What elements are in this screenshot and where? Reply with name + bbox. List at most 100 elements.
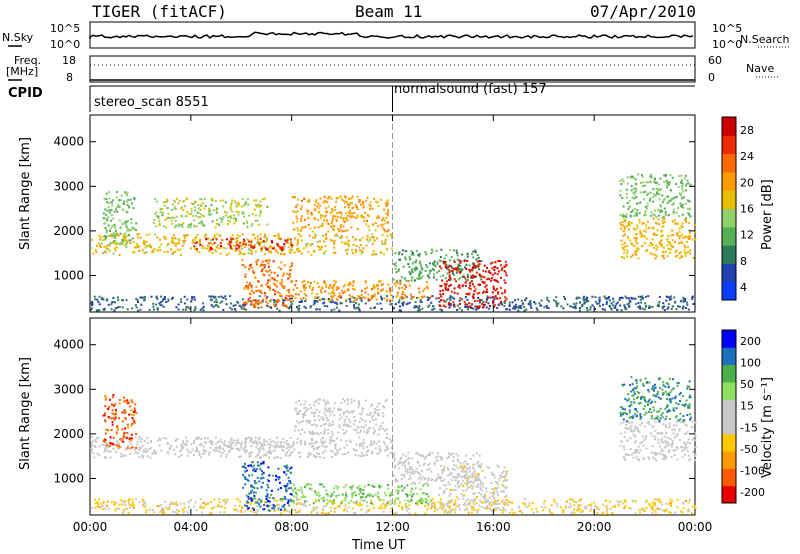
scatter-cell [331, 501, 334, 504]
scatter-cell [269, 300, 272, 303]
scatter-cell [322, 505, 325, 508]
scatter-cell [312, 230, 315, 233]
scatter-cell [139, 308, 142, 311]
scatter-cell [259, 456, 262, 459]
scatter-cell [586, 307, 588, 309]
scatter-cell [268, 284, 271, 287]
scatter-cell [401, 249, 404, 252]
scatter-cell [163, 236, 166, 238]
scatter-cell [506, 504, 509, 507]
scatter-cell [584, 507, 587, 509]
scatter-cell [402, 304, 404, 307]
scatter-cell [252, 486, 255, 489]
scatter-cell [186, 454, 189, 457]
scatter-cell [345, 217, 348, 220]
scatter-cell [126, 227, 129, 230]
scatter-cell [360, 203, 362, 206]
scatter-cell [427, 495, 430, 498]
scatter-cell [90, 302, 93, 305]
scatter-cell [289, 266, 292, 268]
scatter-cell [456, 258, 459, 261]
scatter-cell [366, 235, 369, 238]
scatter-cell [682, 207, 685, 209]
scatter-cell [213, 242, 216, 245]
scatter-cell [619, 500, 622, 503]
scatter-cell [134, 403, 137, 406]
scatter-cell [293, 228, 296, 231]
scatter-cell [426, 454, 429, 456]
scatter-cell [662, 215, 665, 218]
scatter-cell [279, 442, 282, 445]
scatter-cell [279, 246, 282, 249]
scatter-cell [341, 198, 343, 201]
scatter-cell [208, 249, 211, 252]
scatter-cell [289, 482, 292, 485]
scatter-cell [670, 504, 672, 507]
scatter-cell [671, 245, 673, 248]
scatter-cell [179, 502, 182, 505]
scatter-cell [245, 200, 248, 203]
scatter-cell [517, 505, 520, 508]
scatter-cell [485, 298, 488, 301]
scatter-cell [270, 240, 273, 243]
scatter-cell [111, 396, 114, 399]
scatter-cell [466, 273, 469, 276]
scatter-cell [387, 229, 390, 232]
scatter-cell [309, 227, 312, 230]
scatter-cell [376, 201, 379, 204]
scatter-cell [377, 433, 380, 436]
scatter-cell [405, 504, 408, 507]
scatter-cell [313, 454, 316, 457]
scatter-cell [355, 251, 357, 254]
scatter-cell [486, 505, 489, 507]
scatter-cell [467, 511, 470, 514]
scatter-cell [652, 200, 654, 203]
scatter-cell [231, 199, 234, 202]
scatter-cell [118, 243, 121, 246]
scatter-cell [121, 439, 124, 442]
scatter-cell [268, 438, 271, 441]
scatter-cell [297, 422, 300, 425]
scatter-cell [114, 229, 117, 232]
scatter-cell [358, 421, 361, 424]
scatter-cell [657, 183, 660, 186]
scatter-cell [348, 294, 351, 297]
scatter-cell [288, 299, 291, 301]
scatter-cell [250, 249, 253, 252]
scatter-cell [90, 448, 93, 451]
scatter-cell [297, 413, 300, 415]
scatter-cell [501, 292, 504, 295]
scatter-cell [360, 299, 363, 302]
scatter-cell [366, 494, 369, 497]
scatter-cell [129, 448, 132, 450]
scatter-cell [455, 267, 458, 270]
scatter-cell [517, 309, 520, 312]
scatter-cell [667, 195, 669, 198]
scatter-cell [674, 241, 677, 243]
scatter-cell [182, 222, 185, 225]
scatter-cell [94, 502, 97, 505]
scatter-cell [445, 283, 448, 286]
scatter-cell [319, 432, 322, 435]
scatter-cell [663, 220, 666, 223]
scatter-cell [389, 492, 392, 495]
scatter-cell [624, 499, 627, 502]
scatter-cell [432, 263, 435, 266]
scatter-cell [449, 249, 452, 251]
scatter-cell [330, 295, 333, 298]
scatter-cell [193, 442, 196, 444]
scatter-cell [643, 308, 646, 311]
scatter-cell [171, 239, 174, 242]
scatter-cell [112, 436, 115, 439]
scatter-cell [117, 442, 120, 445]
scatter-cell [280, 294, 283, 297]
scatter-cell [107, 416, 110, 419]
scatter-cell [132, 207, 135, 210]
scatter-cell [193, 296, 196, 299]
scatter-cell [238, 253, 241, 256]
scatter-cell [557, 302, 560, 305]
scatter-cell [309, 286, 312, 289]
scatter-cell [244, 477, 247, 480]
scatter-cell [449, 510, 452, 513]
